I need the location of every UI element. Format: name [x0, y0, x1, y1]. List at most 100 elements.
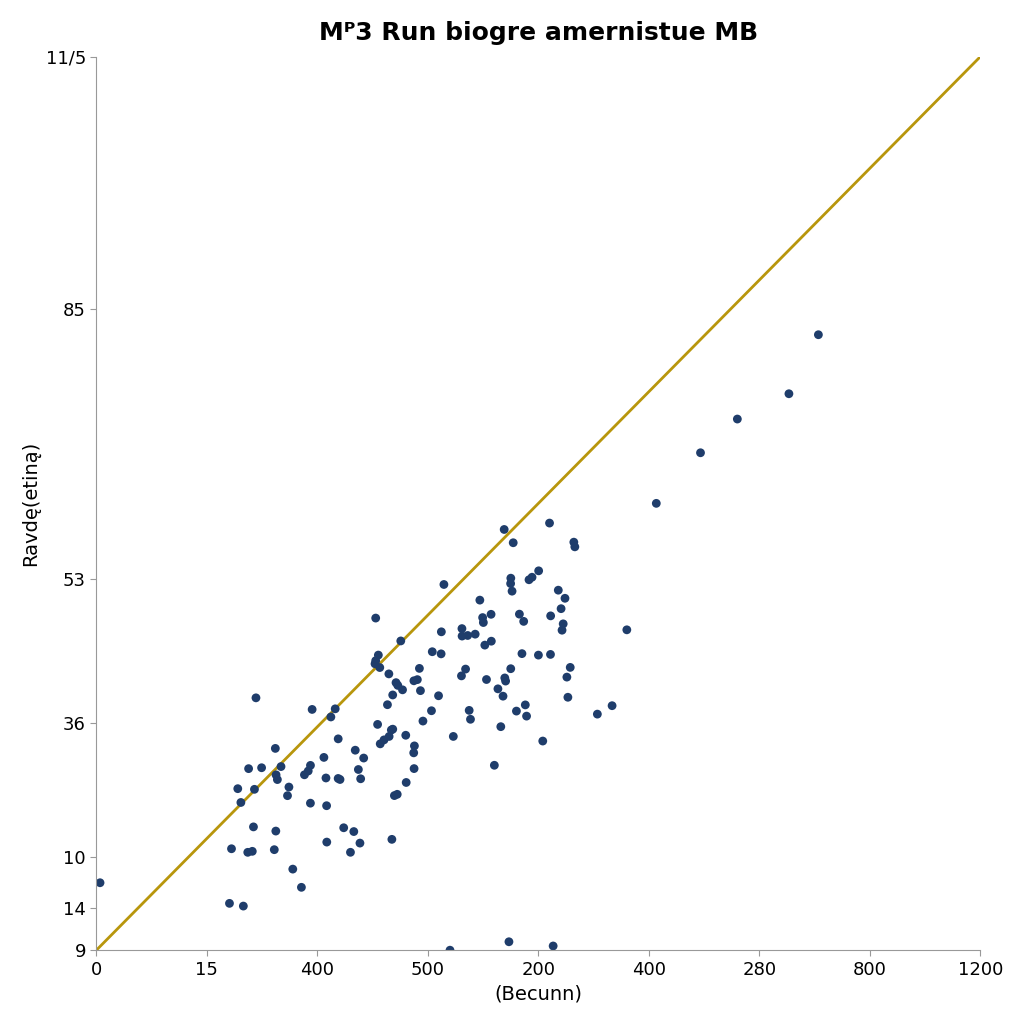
Point — [511, 606, 527, 623]
Point — [317, 770, 334, 786]
Point — [370, 716, 386, 732]
Point — [545, 938, 561, 954]
Point — [498, 673, 514, 689]
Point — [246, 781, 262, 798]
Point — [246, 819, 262, 836]
Point — [486, 757, 503, 773]
Point — [460, 628, 476, 644]
Point — [454, 628, 470, 644]
Point — [368, 652, 384, 669]
Point — [450, 976, 466, 992]
Point — [281, 779, 297, 796]
Point — [386, 787, 402, 804]
Point — [221, 895, 238, 911]
Point — [543, 646, 559, 663]
Point — [517, 696, 534, 713]
Point — [553, 600, 569, 616]
Point — [248, 689, 264, 706]
Point — [476, 637, 493, 653]
Point — [372, 659, 388, 676]
Point — [458, 660, 474, 677]
Point — [589, 706, 605, 722]
Point — [385, 721, 401, 737]
Point — [557, 590, 573, 606]
Point — [392, 633, 409, 649]
Point — [352, 771, 369, 787]
Point — [398, 774, 415, 791]
Point — [240, 844, 256, 860]
Point — [445, 728, 462, 744]
Point — [415, 713, 431, 729]
Point — [350, 761, 367, 777]
Point — [268, 767, 285, 783]
Point — [503, 570, 519, 587]
Point — [424, 643, 440, 659]
Point — [406, 761, 422, 777]
Point — [454, 668, 470, 684]
Point — [267, 740, 284, 757]
Point — [462, 711, 478, 727]
Point — [367, 655, 383, 672]
Point — [229, 780, 246, 797]
Point — [565, 534, 582, 550]
Point — [560, 689, 577, 706]
Point — [379, 696, 395, 713]
Point — [388, 675, 404, 691]
Point — [503, 660, 519, 677]
Point — [495, 688, 511, 705]
Point — [383, 722, 399, 738]
Point — [241, 761, 257, 777]
Point — [489, 681, 506, 697]
Point — [475, 614, 492, 631]
Point — [376, 732, 392, 749]
Point — [272, 759, 289, 775]
Point — [342, 844, 358, 860]
Point — [542, 515, 558, 531]
Point — [478, 672, 495, 688]
Point — [780, 386, 797, 402]
Point — [436, 577, 453, 593]
Point — [604, 697, 621, 714]
Point — [461, 702, 477, 719]
Point — [729, 411, 745, 427]
Point — [692, 444, 709, 461]
Title: Mᴾ3 Run biogre amernistue MB: Mᴾ3 Run biogre amernistue MB — [318, 20, 758, 45]
Point — [372, 735, 388, 752]
Point — [293, 880, 309, 896]
Point — [454, 621, 470, 637]
Point — [474, 609, 490, 626]
Point — [304, 701, 321, 718]
Point — [370, 647, 386, 664]
Point — [505, 535, 521, 551]
Point — [566, 539, 583, 555]
Point — [332, 771, 348, 787]
Point — [515, 613, 531, 630]
Point — [92, 874, 109, 891]
Point — [554, 622, 570, 638]
Point — [483, 633, 500, 649]
Point — [503, 575, 519, 592]
Point — [285, 861, 301, 878]
Point — [496, 521, 512, 538]
Point — [280, 787, 296, 804]
Point — [524, 569, 541, 586]
Point — [413, 682, 429, 698]
Point — [508, 702, 524, 719]
Point — [302, 795, 318, 811]
Point — [347, 742, 364, 759]
Point — [530, 562, 547, 579]
Point — [199, 950, 215, 967]
Point — [406, 673, 422, 689]
Point — [302, 757, 318, 773]
Point — [433, 646, 450, 663]
Point — [493, 719, 509, 735]
Point — [269, 771, 286, 787]
Point — [223, 841, 240, 857]
Point — [352, 835, 369, 851]
Point — [389, 786, 406, 803]
Point — [381, 728, 397, 744]
Point — [266, 842, 283, 858]
Point — [394, 682, 411, 698]
Point — [244, 843, 260, 859]
Point — [368, 610, 384, 627]
